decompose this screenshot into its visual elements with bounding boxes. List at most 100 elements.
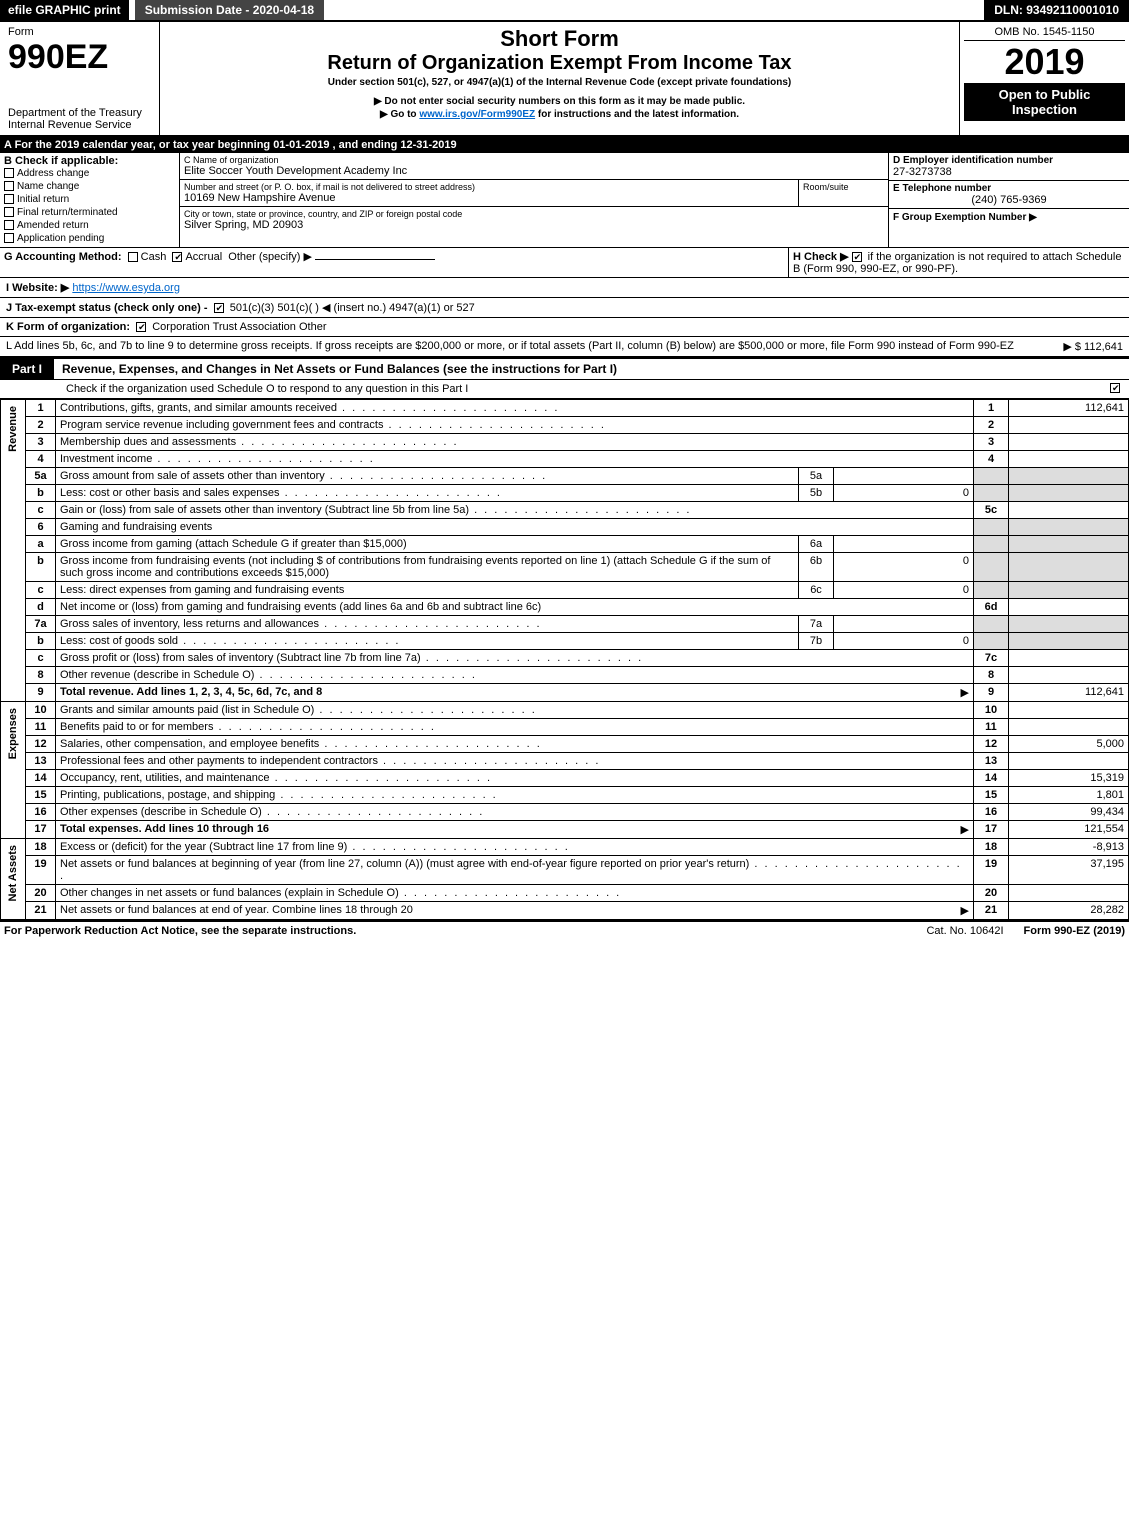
table-row: 6Gaming and fundraising events (1, 519, 1129, 536)
page-footer: For Paperwork Reduction Act Notice, see … (0, 920, 1129, 940)
ln10-val (1009, 702, 1129, 719)
ln5a-rno (974, 468, 1009, 485)
ln11-no: 11 (26, 719, 56, 736)
ln5a-mno: 5a (799, 468, 834, 485)
box-l-amount: 112,641 (1084, 341, 1123, 353)
ln1-rno: 1 (974, 400, 1009, 417)
ln10-rno: 10 (974, 702, 1009, 719)
cash-label: Cash (141, 251, 167, 263)
room-suite-label: Room/suite (798, 180, 888, 206)
goto-note: ▶ Go to www.irs.gov/Form990EZ for instru… (164, 109, 955, 120)
ln7b-mno: 7b (799, 633, 834, 650)
ln6c-rno (974, 582, 1009, 599)
ln6a-mno: 6a (799, 536, 834, 553)
top-bar: efile GRAPHIC print Submission Date - 20… (0, 0, 1129, 22)
short-form-title: Short Form (164, 26, 955, 52)
accrual-label: Accrual (185, 251, 222, 263)
ln3-rno: 3 (974, 434, 1009, 451)
ln7c-val (1009, 650, 1129, 667)
ln5a-val (1009, 468, 1129, 485)
table-row: 5aGross amount from sale of assets other… (1, 468, 1129, 485)
ln7a-desc: Gross sales of inventory, less returns a… (56, 616, 799, 633)
ck-schedule-b-not-required[interactable] (852, 252, 862, 262)
ck-501c3[interactable] (214, 303, 224, 313)
ln17-val: 121,554 (1009, 821, 1129, 839)
irs-link[interactable]: www.irs.gov/Form990EZ (419, 109, 535, 120)
ck-cash[interactable] (128, 252, 138, 262)
ln8-desc: Other revenue (describe in Schedule O) (56, 667, 974, 684)
ln6a-val (1009, 536, 1129, 553)
ln9-desc: Total revenue. Add lines 1, 2, 3, 4, 5c,… (60, 686, 322, 698)
website-link[interactable]: https://www.esyda.org (72, 282, 180, 294)
tax-year: 2019 (964, 41, 1125, 83)
irs-label: Internal Revenue Service (8, 119, 151, 131)
ln5b-desc: Less: cost or other basis and sales expe… (56, 485, 799, 502)
ln19-val: 37,195 (1009, 856, 1129, 885)
ln21-no: 21 (26, 902, 56, 920)
ck-accrual[interactable] (172, 252, 182, 262)
other-specify-input[interactable] (315, 259, 435, 260)
ln7c-no: c (26, 650, 56, 667)
efile-print-button[interactable]: efile GRAPHIC print (0, 0, 129, 20)
org-name: Elite Soccer Youth Development Academy I… (184, 165, 884, 177)
city-label: City or town, state or province, country… (184, 209, 884, 219)
net-assets-side-label: Net Assets (5, 841, 21, 905)
ln7a-rno (974, 616, 1009, 633)
ck-application-pending[interactable] (4, 233, 14, 243)
table-row: cLess: direct expenses from gaming and f… (1, 582, 1129, 599)
tax-exempt-label: J Tax-exempt status (check only one) - (6, 302, 208, 314)
ln14-rno: 14 (974, 770, 1009, 787)
ln6c-no: c (26, 582, 56, 599)
ln21-desc: Net assets or fund balances at end of ye… (60, 904, 413, 916)
ln17-no: 17 (26, 821, 56, 839)
goto-post: for instructions and the latest informat… (535, 109, 739, 120)
ln1-no: 1 (26, 400, 56, 417)
ck-amended-return[interactable] (4, 220, 14, 230)
ln7b-mval: 0 (834, 633, 974, 650)
ln16-no: 16 (26, 804, 56, 821)
ln8-rno: 8 (974, 667, 1009, 684)
ck-address-change[interactable] (4, 168, 14, 178)
row-i: I Website: ▶ https://www.esyda.org (0, 278, 1129, 298)
table-row: dNet income or (loss) from gaming and fu… (1, 599, 1129, 616)
ck-schedule-o-used[interactable] (1110, 383, 1120, 393)
ck-name-change-label: Name change (17, 181, 79, 192)
box-h-label: H Check ▶ (793, 251, 849, 263)
ln13-rno: 13 (974, 753, 1009, 770)
ln19-rno: 19 (974, 856, 1009, 885)
box-c: C Name of organization Elite Soccer Yout… (180, 153, 889, 247)
ln3-no: 3 (26, 434, 56, 451)
ck-name-change[interactable] (4, 181, 14, 191)
phone-value: (240) 765-9369 (893, 194, 1125, 206)
ck-initial-return[interactable] (4, 194, 14, 204)
ln6a-rno (974, 536, 1009, 553)
ln7c-rno: 7c (974, 650, 1009, 667)
part1-title: Revenue, Expenses, and Changes in Net As… (54, 362, 617, 376)
ln7a-mno: 7a (799, 616, 834, 633)
table-row: 19Net assets or fund balances at beginni… (1, 856, 1129, 885)
ln7b-no: b (26, 633, 56, 650)
ln6c-val (1009, 582, 1129, 599)
street-address: 10169 New Hampshire Avenue (184, 192, 794, 204)
ln21-arrow-icon: ▶ (961, 904, 969, 917)
ein-value: 27-3273738 (893, 166, 1125, 178)
part1-tag: Part I (0, 359, 54, 379)
ln10-no: 10 (26, 702, 56, 719)
tax-exempt-opts: 501(c)(3) 501(c)( ) ◀ (insert no.) 4947(… (230, 302, 475, 314)
box-b: B Check if applicable: Address change Na… (0, 153, 180, 247)
ln1-desc: Contributions, gifts, grants, and simila… (56, 400, 974, 417)
form-label: Form (8, 26, 151, 38)
ln13-no: 13 (26, 753, 56, 770)
ln13-desc: Professional fees and other payments to … (56, 753, 974, 770)
ln7a-val (1009, 616, 1129, 633)
row-j: J Tax-exempt status (check only one) - 5… (0, 298, 1129, 318)
ln17-desc-wrap: Total expenses. Add lines 10 through 16 … (56, 821, 974, 839)
ln4-no: 4 (26, 451, 56, 468)
ln5c-desc: Gain or (loss) from sale of assets other… (56, 502, 974, 519)
website-label: I Website: ▶ (6, 282, 69, 294)
city-state-zip: Silver Spring, MD 20903 (184, 219, 884, 231)
table-row: 16Other expenses (describe in Schedule O… (1, 804, 1129, 821)
ck-final-return[interactable] (4, 207, 14, 217)
ck-corporation[interactable] (136, 322, 146, 332)
table-row: 17Total expenses. Add lines 10 through 1… (1, 821, 1129, 839)
